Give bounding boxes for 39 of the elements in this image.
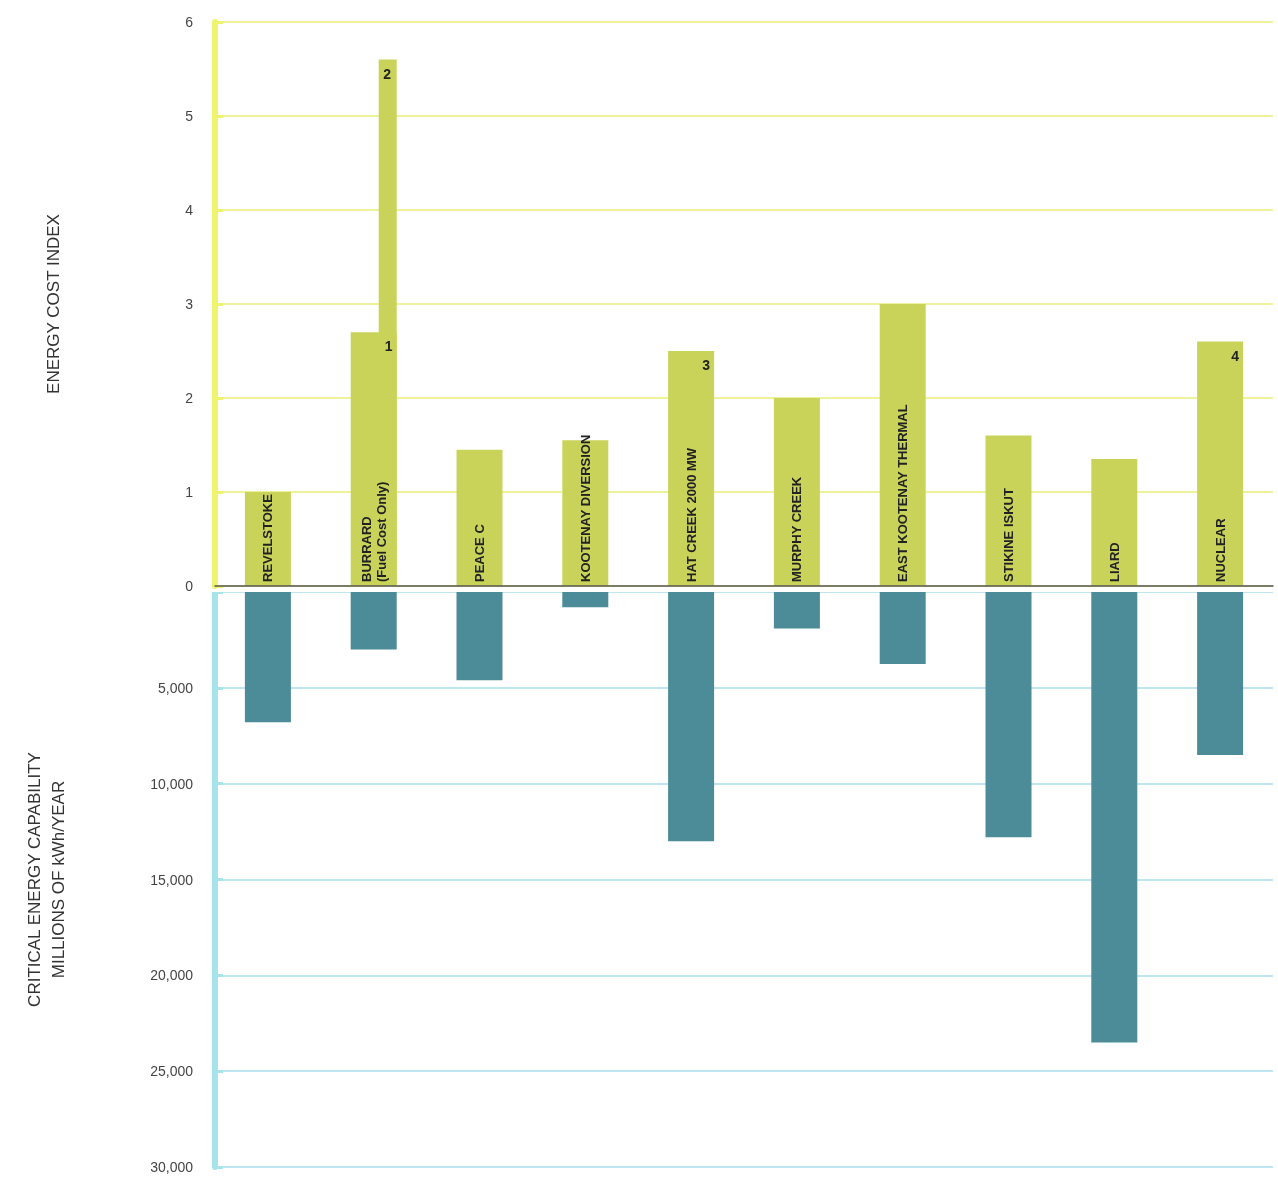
bar bbox=[985, 592, 1032, 838]
y-tick-label: 25,000 bbox=[150, 1063, 194, 1080]
y-tick-label: 5,000 bbox=[157, 679, 194, 696]
y-tick-label: 2 bbox=[185, 390, 194, 406]
x-tick-label: NUCLEAR bbox=[1212, 517, 1228, 582]
y-tick-label: 1 bbox=[185, 484, 194, 500]
x-tick-label: MURPHY CREEK bbox=[789, 476, 805, 582]
bar bbox=[350, 592, 397, 650]
y-tick-label: 30,000 bbox=[150, 1159, 194, 1175]
x-tick-label: PEACE C bbox=[472, 523, 487, 582]
y-tick-label: 4 bbox=[185, 202, 194, 218]
bar bbox=[244, 592, 291, 723]
x-tick-label: REVELSTOKE bbox=[260, 493, 276, 582]
y-axis-title: CRITICAL ENERGY CAPABILITY MILLIONS OF kWh/YEAR bbox=[24, 752, 68, 1007]
x-tick-label: KOOTENAY DIVERSION bbox=[577, 434, 593, 582]
y-tick-label: 10,000 bbox=[150, 775, 194, 792]
annotation: 1 bbox=[384, 338, 393, 355]
y-axis-title: ENERGY COST INDEX bbox=[43, 214, 63, 394]
y-tick-label: 20,000 bbox=[150, 967, 194, 984]
y-tick-label: 6 bbox=[185, 14, 194, 30]
annotation: 3 bbox=[702, 357, 711, 373]
bar bbox=[668, 592, 715, 842]
bar bbox=[1197, 592, 1244, 755]
y-tick-label: 15,000 bbox=[150, 871, 194, 888]
y-tick-label: 5 bbox=[185, 108, 194, 124]
bar bbox=[456, 592, 503, 681]
y-tick-label: 3 bbox=[185, 296, 194, 312]
x-tick-label: HAT CREEK 2000 MW bbox=[683, 447, 699, 582]
x-tick-label: EAST KOOTENAY THERMAL bbox=[895, 404, 911, 582]
x-tick-label: LIARD bbox=[1106, 542, 1122, 582]
bar bbox=[879, 592, 926, 664]
x-tick-label: BURRARD (Fuel Cost Only) bbox=[358, 481, 389, 582]
y-tick-label: 0 bbox=[185, 578, 194, 594]
bar bbox=[562, 592, 609, 608]
x-tick-label: STIKINE ISKUT bbox=[1001, 488, 1016, 582]
annotation: 4 bbox=[1231, 347, 1240, 364]
bar bbox=[1091, 592, 1138, 1043]
bar bbox=[773, 592, 820, 629]
annotation: 2 bbox=[383, 65, 392, 82]
